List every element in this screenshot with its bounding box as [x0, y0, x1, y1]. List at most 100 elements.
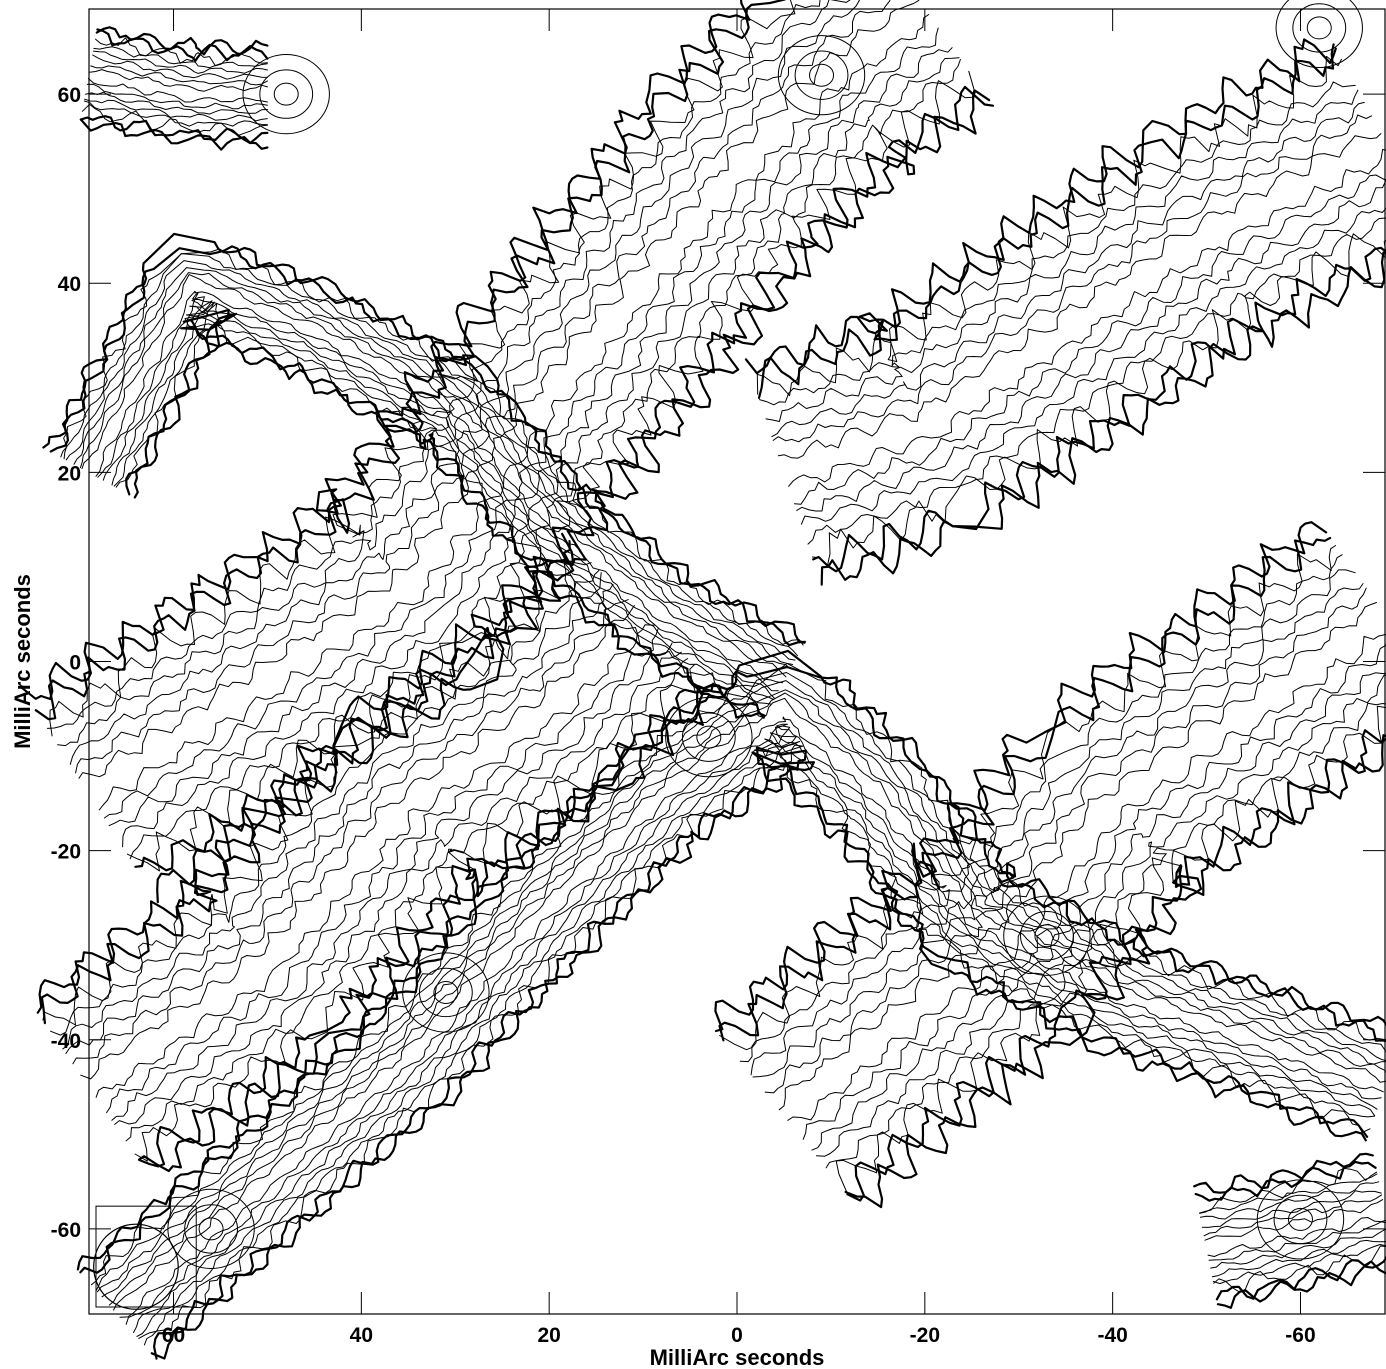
contour-line [84, 98, 268, 122]
y-tick-label: 60 [58, 84, 81, 107]
y-tick-label: -20 [51, 841, 81, 864]
contour-line [1210, 1228, 1386, 1269]
contour-peaks [167, 0, 1363, 1269]
peak-contour [1306, 16, 1332, 40]
contour-line [771, 101, 1365, 438]
contour-line [85, 91, 268, 115]
contour-line [96, 28, 269, 62]
contour-line [114, 651, 682, 1125]
peak-contour [809, 63, 835, 87]
contour-line [788, 149, 1386, 487]
contour-line [108, 47, 953, 827]
y-tick-label: -60 [51, 1219, 81, 1242]
x-tick-label: 20 [537, 1324, 560, 1347]
peak-contour [1256, 1179, 1345, 1260]
x-tick-label: -60 [1285, 1324, 1315, 1347]
peak-contour [1275, 0, 1363, 69]
x-tick-labels: 60 40 20 0 -20 -40 -60 [162, 1324, 1316, 1347]
contour-line [787, 634, 1386, 1121]
contour-lines [20, 0, 1386, 1360]
x-axis-label: MilliArc seconds [650, 1345, 825, 1369]
contour-line [150, 751, 1367, 1360]
peak-contour [167, 1188, 255, 1269]
peak-contour [681, 712, 736, 762]
contour-line [95, 290, 784, 684]
contour-line [133, 312, 765, 719]
contour-line [816, 674, 1386, 1157]
contour-line [108, 692, 1386, 1306]
contour-line [1213, 1245, 1386, 1293]
contour-line [79, 118, 269, 151]
contour-line [1211, 1239, 1386, 1278]
peak-contour [1003, 895, 1091, 976]
peak-contour [242, 54, 330, 135]
peak-contour [1020, 911, 1074, 961]
peak-contour [1292, 3, 1347, 53]
peak-contour [418, 967, 473, 1018]
y-tick-label: 0 [69, 652, 81, 675]
contour-line [69, 0, 861, 765]
contour-line [739, 554, 1343, 1063]
contour-line [1199, 1167, 1377, 1214]
contour-line [62, 572, 602, 1050]
contour-line [136, 732, 1376, 1337]
peak-contour [198, 1217, 224, 1241]
contour-line [757, 43, 1335, 399]
contour-line [778, 602, 1377, 1111]
contour-line [90, 65, 268, 86]
peak-contour [259, 69, 314, 119]
contour-line [80, 605, 635, 1080]
contour-line [137, 684, 724, 1173]
contour-line [765, 89, 1359, 422]
contour-line [125, 723, 1382, 1325]
contour-line [119, 716, 1384, 1318]
contour-line [138, 682, 715, 1168]
contour-line [807, 217, 1386, 545]
contour-line [49, 245, 806, 647]
contour-line [744, 38, 1337, 375]
contour-line [83, 100, 268, 127]
contour-line [92, 50, 268, 74]
contour-line [772, 114, 1372, 443]
x-tick-label: 40 [350, 1324, 373, 1347]
contour-line [91, 662, 1386, 1286]
contour-line [1216, 1260, 1386, 1309]
contour-line [134, 664, 696, 1162]
contour-line [106, 628, 659, 1114]
contour-line [1203, 1194, 1383, 1237]
y-axis-label: MilliArc seconds [10, 574, 35, 749]
contour-line [794, 174, 1386, 505]
contour-line [65, 583, 614, 1054]
x-tick-label: 0 [731, 1324, 743, 1347]
contour-line [835, 705, 1386, 1196]
peak-contour [402, 952, 490, 1033]
contour-line [97, 680, 1386, 1293]
contour-line [752, 583, 1364, 1078]
contour-line [143, 744, 1371, 1346]
contour-line [796, 180, 1386, 512]
peak-contour [665, 697, 753, 778]
contour-line [89, 69, 268, 92]
contour-line [95, 672, 1386, 1291]
peak-contour [273, 82, 299, 106]
contour-line [46, 0, 821, 729]
contour-line [138, 738, 1376, 1339]
contour-line [714, 521, 1328, 1033]
contour-line [36, 532, 575, 1014]
contour-line [97, 292, 779, 692]
contour-line [78, 0, 920, 779]
contour-line [811, 672, 1386, 1151]
contour-line [777, 133, 1382, 459]
contour-line [1204, 1199, 1384, 1241]
contour-line [1194, 1160, 1377, 1202]
contour-line [49, 0, 796, 737]
contour-line [98, 14, 930, 811]
contour-line [87, 78, 268, 103]
contour-line [50, 569, 600, 1036]
contour-line [42, 560, 592, 1026]
contour-line [115, 303, 765, 719]
contour-line [76, 649, 1386, 1271]
contour-line [34, 0, 786, 721]
contour-line [800, 207, 1386, 525]
